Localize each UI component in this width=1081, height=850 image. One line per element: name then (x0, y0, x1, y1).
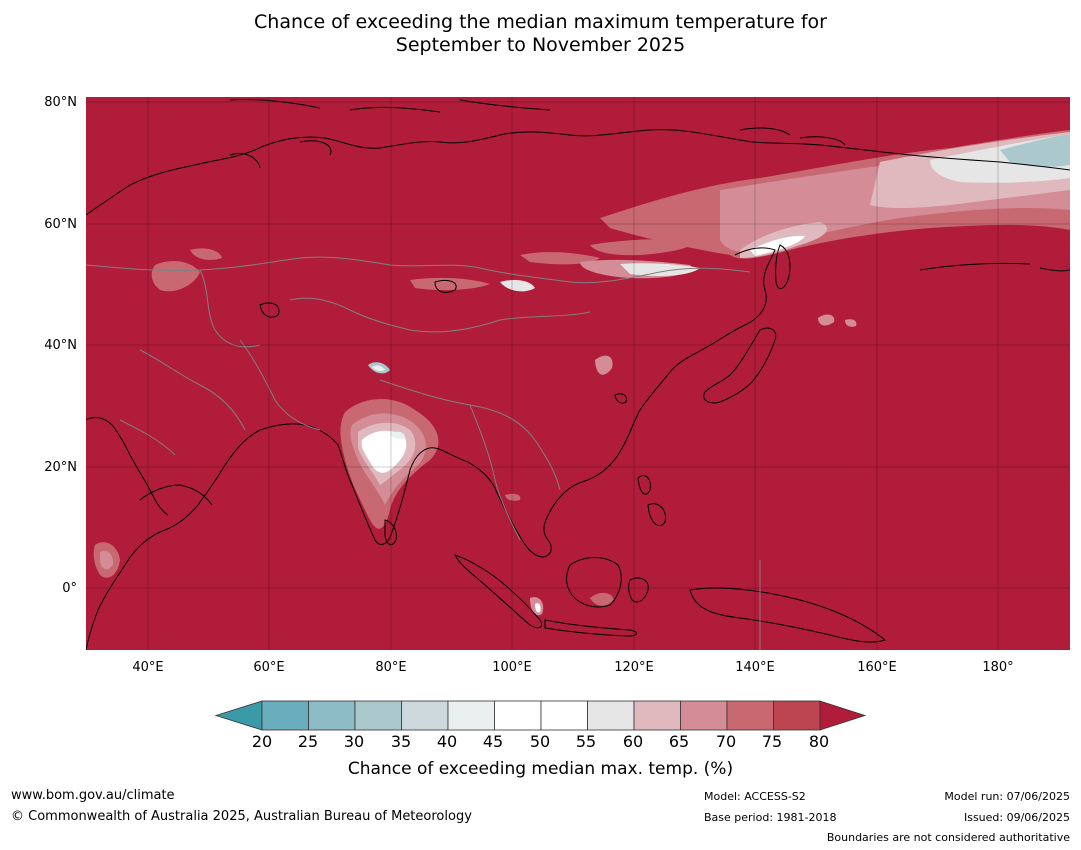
issued-date-text: Issued: 09/06/2025 (963, 811, 1070, 824)
colorbar-cell (261, 700, 309, 731)
country-borders (86, 256, 761, 650)
lat-label-40n: 40°N (44, 338, 77, 353)
colorbar-cell (587, 700, 635, 731)
colorbar-extend-low (214, 700, 263, 731)
colorbar-cell (633, 700, 681, 731)
probability-map (86, 97, 1070, 650)
lat-label-80n: 80°N (44, 95, 77, 110)
colorbar-cell (494, 700, 542, 731)
disclaimer-text: Boundaries are not considered authoritat… (826, 831, 1070, 844)
colorbar-tick-label: 20 (251, 732, 273, 751)
colorbar-tick-label: 45 (482, 732, 504, 751)
lon-label-80e: 80°E (375, 660, 407, 675)
chart-title-line-1: Chance of exceeding the median maximum t… (254, 11, 827, 33)
colorbar-cell (354, 700, 402, 731)
colorbar-tick-label: 30 (343, 732, 365, 751)
colorbar-extend-high (819, 700, 867, 731)
lon-label-40e: 40°E (132, 660, 164, 675)
model-text: Model: ACCESS-S2 (704, 790, 806, 803)
lat-label-0: 0° (62, 581, 77, 596)
lat-label-60n: 60°N (44, 217, 77, 232)
colorbar-cell (308, 700, 356, 731)
colorbar-cells (214, 700, 867, 731)
lon-label-120e: 120°E (614, 660, 654, 675)
colorbar-tick-label: 80 (808, 732, 830, 751)
colorbar-cell (540, 700, 588, 731)
lon-label-100e: 100°E (492, 660, 532, 675)
colorbar-cell (726, 700, 774, 731)
colorbar-cell (401, 700, 449, 731)
colorbar-tick-label: 70 (715, 732, 737, 751)
colorbar-tick-label: 35 (390, 732, 412, 751)
chart-title-line-2: September to November 2025 (395, 34, 686, 56)
lon-label-60e: 60°E (253, 660, 285, 675)
base-period-text: Base period: 1981-2018 (704, 811, 837, 824)
colorbar-tick-label: 75 (761, 732, 783, 751)
model-run-text: Model run: 07/06/2025 (944, 790, 1070, 803)
colorbar-cell (680, 700, 728, 731)
colorbar-label: Chance of exceeding median max. temp. (%… (347, 759, 734, 779)
colorbar-tick-label: 50 (529, 732, 551, 751)
colorbar-tick-label: 25 (297, 732, 319, 751)
lon-label-140e: 140°E (735, 660, 775, 675)
colorbar-cell (773, 700, 821, 731)
coastlines (86, 98, 1070, 650)
lat-label-20n: 20°N (44, 460, 77, 475)
colorbar-tick-label: 55 (575, 732, 597, 751)
colorbar-cell (447, 700, 495, 731)
lon-label-180: 180° (982, 660, 1014, 675)
website-link[interactable]: www.bom.gov.au/climate (11, 788, 175, 803)
copyright-text: © Commonwealth of Australia 2025, Austra… (11, 809, 472, 824)
colorbar-tick-label: 40 (436, 732, 458, 751)
graticule (86, 97, 1070, 650)
probability-patches (93, 130, 1070, 616)
lon-label-160e: 160°E (857, 660, 897, 675)
colorbar-tick-label: 65 (668, 732, 690, 751)
colorbar-tick-label: 60 (622, 732, 644, 751)
